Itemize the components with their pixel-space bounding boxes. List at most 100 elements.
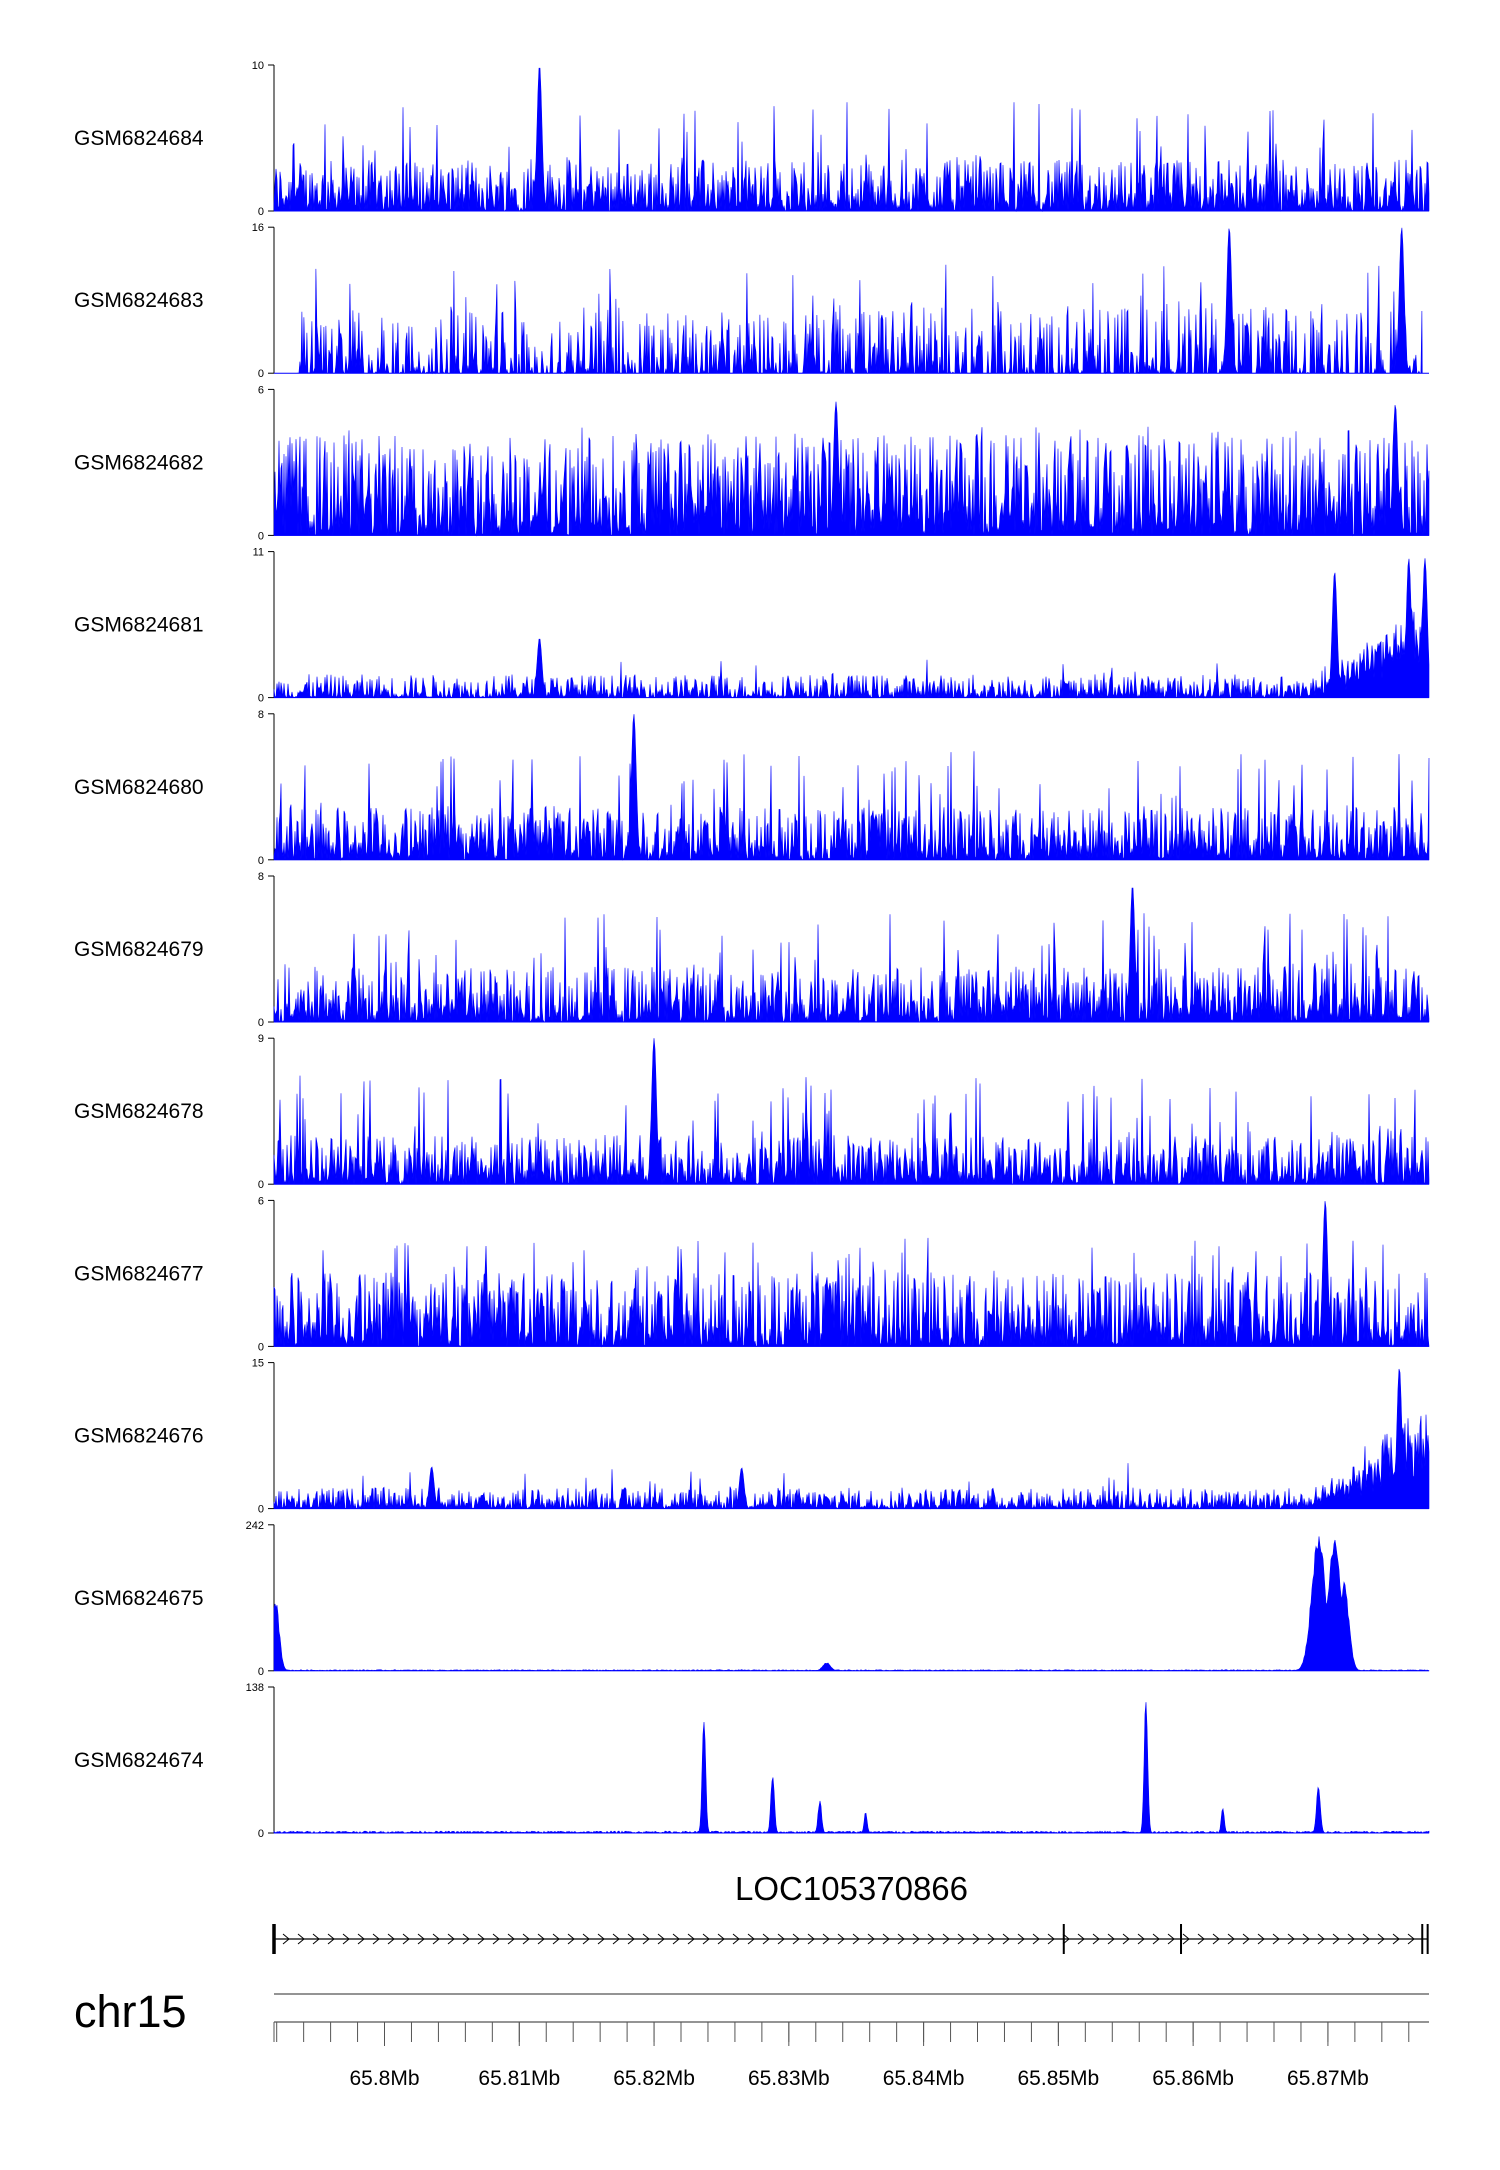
y-max-label: 8 (258, 709, 264, 721)
signal-area-GSM6824682 (273, 401, 1430, 537)
tick-label: 65.82Mb (613, 2067, 695, 2090)
track-label: GSM6824682 (74, 451, 204, 474)
strand-arrow (897, 1933, 905, 1945)
strand-arrow (1017, 1933, 1025, 1945)
strand-arrow (1062, 1933, 1070, 1945)
strand-arrow (942, 1933, 950, 1945)
strand-arrow (522, 1933, 530, 1945)
strand-arrow (987, 1933, 995, 1945)
strand-arrow (1107, 1933, 1115, 1945)
strand-arrow (297, 1933, 305, 1945)
strand-arrow (762, 1933, 770, 1945)
strand-arrow (927, 1933, 935, 1945)
chromosome-axis: chr15 65.8Mb 65.81Mb 65.82Mb 65.83Mb 65.84Mb 6… (74, 1986, 1429, 2090)
strand-arrow (882, 1933, 890, 1945)
gene-track: LOC105370866 (272, 1870, 1429, 1954)
tick-label: 65.85Mb (1018, 2067, 1100, 2090)
signal-area-GSM6824678 (273, 1038, 1430, 1186)
strand-arrow (537, 1933, 545, 1945)
strand-arrow (1332, 1933, 1340, 1945)
strand-arrow (312, 1933, 320, 1945)
y-min-label: 0 (258, 1341, 264, 1353)
strand-arrow (432, 1933, 440, 1945)
strand-arrow (612, 1933, 620, 1945)
track-label: GSM6824679 (74, 938, 204, 961)
strand-arrow (732, 1933, 740, 1945)
strand-arrow (807, 1933, 815, 1945)
strand-arrow (492, 1933, 500, 1945)
signal-area-GSM6824679 (273, 887, 1430, 1023)
y-min-label: 0 (258, 206, 264, 218)
track-label: GSM6824678 (74, 1100, 204, 1123)
y-min-label: 0 (258, 368, 264, 380)
exon-mark (1426, 1924, 1429, 1954)
track-GSM6824678: GSM6824678 9 0 (74, 1033, 1430, 1191)
tick-label: 65.83Mb (748, 2067, 830, 2090)
strand-arrow (687, 1933, 695, 1945)
track-label: GSM6824675 (74, 1587, 204, 1610)
y-max-label: 242 (246, 1520, 264, 1532)
signal-area-GSM6824676 (273, 1368, 1430, 1510)
exon-mark (272, 1924, 276, 1954)
gene-label: LOC105370866 (735, 1870, 968, 1907)
tick-label: 65.81Mb (478, 2067, 560, 2090)
strand-arrow (972, 1933, 980, 1945)
strand-arrow (1122, 1933, 1130, 1945)
strand-arrow (567, 1933, 575, 1945)
strand-arrow (747, 1933, 755, 1945)
y-min-label: 0 (258, 1504, 264, 1516)
strand-arrow (342, 1933, 350, 1945)
strand-arrow (1182, 1933, 1190, 1945)
strand-arrow (852, 1933, 860, 1945)
tick-label: 65.87Mb (1287, 2067, 1369, 2090)
y-min-label: 0 (258, 1017, 264, 1029)
track-GSM6824677: GSM6824677 6 0 (74, 1195, 1430, 1353)
strand-arrow (957, 1933, 965, 1945)
strand-arrow (642, 1933, 650, 1945)
track-label: GSM6824676 (74, 1425, 204, 1448)
strand-arrow (1167, 1933, 1175, 1945)
strand-arrow (1392, 1933, 1400, 1945)
strand-arrow (357, 1933, 365, 1945)
strand-arrow (282, 1933, 290, 1945)
tick-label: 65.86Mb (1152, 2067, 1234, 2090)
strand-arrow (327, 1933, 335, 1945)
y-max-label: 10 (252, 60, 264, 72)
strand-arrow (1407, 1933, 1415, 1945)
signal-area-GSM6824683 (296, 227, 1423, 375)
signal-area-GSM6824684 (273, 67, 1430, 213)
track-GSM6824680: GSM6824680 8 0 (74, 709, 1430, 867)
strand-arrow (1152, 1933, 1160, 1945)
strand-arrow (597, 1933, 605, 1945)
exon-mark (1421, 1924, 1424, 1954)
signal-area-GSM6824681 (273, 558, 1430, 699)
y-max-label: 138 (246, 1682, 264, 1694)
strand-arrow (672, 1933, 680, 1945)
strand-arrow (1092, 1933, 1100, 1945)
track-GSM6824683: GSM6824683 16 0 (74, 222, 1429, 380)
strand-arrow (912, 1933, 920, 1945)
strand-arrow (1302, 1933, 1310, 1945)
strand-arrow (1137, 1933, 1145, 1945)
strand-arrow (702, 1933, 710, 1945)
y-min-label: 0 (258, 530, 264, 542)
track-GSM6824675: GSM6824675 242 0 (74, 1520, 1430, 1678)
strand-arrow (372, 1933, 380, 1945)
signal-area-GSM6824680 (273, 714, 1430, 861)
strand-arrow (1362, 1933, 1370, 1945)
strand-arrow (387, 1933, 395, 1945)
strand-arrow (1002, 1933, 1010, 1945)
y-min-label: 0 (258, 1828, 264, 1840)
y-max-label: 8 (258, 871, 264, 883)
y-max-label: 16 (252, 222, 264, 234)
track-GSM6824682: GSM6824682 6 0 (74, 384, 1430, 542)
strand-arrow (447, 1933, 455, 1945)
strand-arrow (792, 1933, 800, 1945)
strand-arrow (462, 1933, 470, 1945)
strand-arrow (627, 1933, 635, 1945)
strand-arrow (582, 1933, 590, 1945)
strand-arrow (837, 1933, 845, 1945)
strand-arrow (717, 1933, 725, 1945)
strand-arrow (1077, 1933, 1085, 1945)
strand-arrow (1197, 1933, 1205, 1945)
